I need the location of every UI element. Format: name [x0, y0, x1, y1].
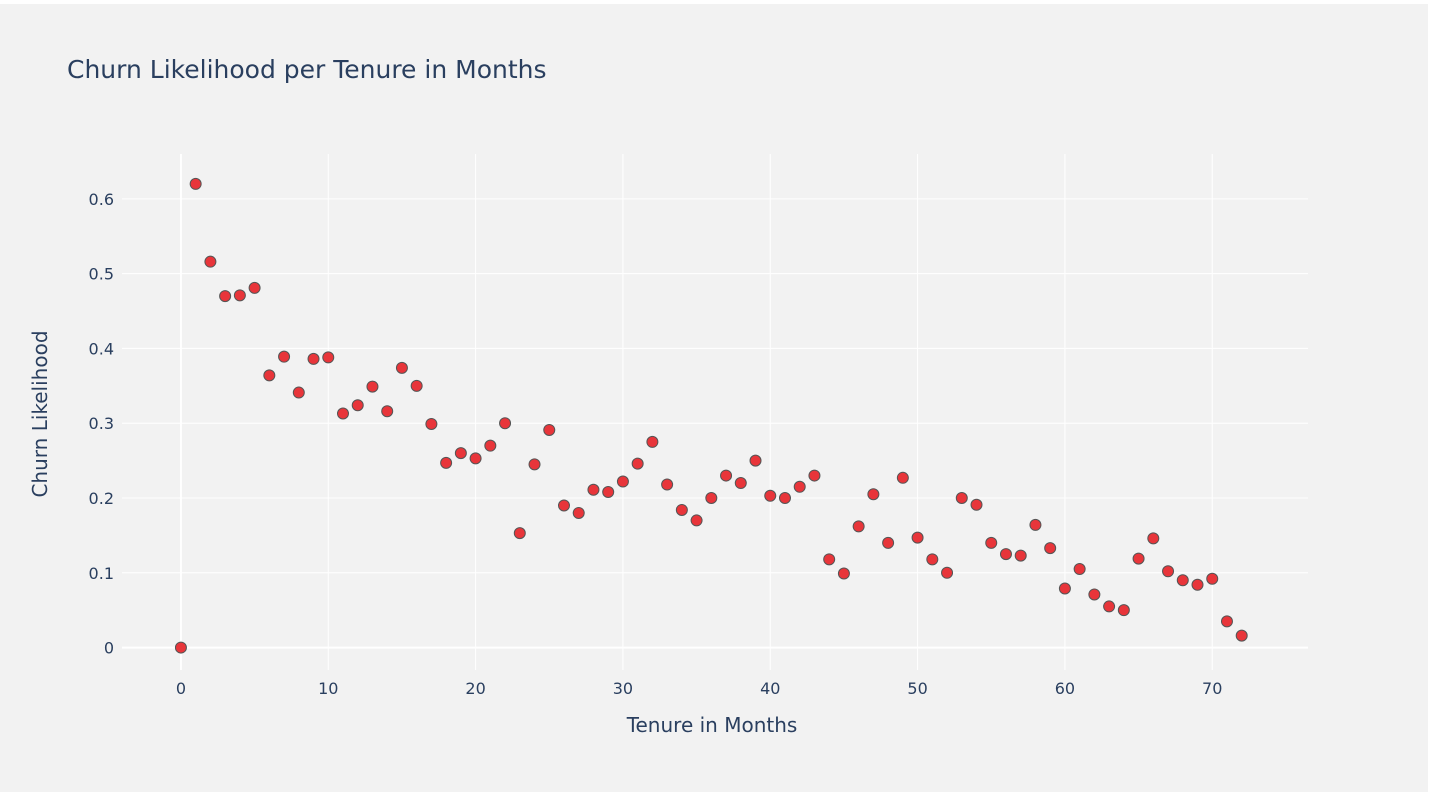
data-point[interactable] [381, 405, 394, 418]
data-point[interactable] [322, 351, 335, 364]
data-point[interactable] [233, 289, 246, 302]
x-tick-label: 50 [907, 679, 927, 698]
data-point[interactable] [896, 471, 909, 484]
y-tick-label: 0.1 [89, 564, 114, 583]
data-point[interactable] [1014, 549, 1027, 562]
data-point[interactable] [985, 536, 998, 549]
data-point[interactable] [292, 386, 305, 399]
data-point[interactable] [219, 290, 232, 303]
data-point[interactable] [631, 457, 644, 470]
data-point[interactable] [1132, 552, 1145, 565]
data-point[interactable] [852, 520, 865, 533]
data-point[interactable] [410, 379, 423, 392]
data-point[interactable] [734, 477, 747, 490]
data-point[interactable] [1162, 565, 1175, 578]
x-tick-label: 70 [1202, 679, 1222, 698]
data-point[interactable] [1073, 563, 1086, 576]
data-point[interactable] [602, 486, 615, 499]
y-tick-label: 0.6 [89, 190, 114, 209]
data-point[interactable] [336, 407, 349, 420]
x-tick-label: 40 [760, 679, 780, 698]
x-tick-label: 60 [1055, 679, 1075, 698]
data-point[interactable] [1220, 615, 1233, 628]
data-point[interactable] [1088, 588, 1101, 601]
data-point[interactable] [1176, 574, 1189, 587]
data-point[interactable] [513, 527, 526, 540]
data-point[interactable] [837, 567, 850, 580]
data-point[interactable] [204, 255, 217, 268]
data-point[interactable] [528, 458, 541, 471]
chart-title: Churn Likelihood per Tenure in Months [67, 55, 547, 84]
data-point[interactable] [808, 469, 821, 482]
data-point[interactable] [970, 498, 983, 511]
data-point[interactable] [557, 499, 570, 512]
data-point[interactable] [675, 503, 688, 516]
data-point[interactable] [749, 454, 762, 467]
y-tick-label: 0.2 [89, 489, 114, 508]
y-tick-label: 0.4 [89, 339, 114, 358]
data-point[interactable] [1147, 532, 1160, 545]
data-point[interactable] [174, 641, 187, 654]
y-axis-ticks: 0 0.1 0.2 0.3 0.4 0.5 0.6 [89, 190, 114, 658]
data-point[interactable] [646, 435, 659, 448]
x-axis-ticks: 0 10 20 30 40 50 60 70 [176, 679, 1223, 698]
data-point[interactable] [793, 480, 806, 493]
data-point[interactable] [882, 536, 895, 549]
data-point[interactable] [1044, 542, 1057, 555]
x-tick-label: 10 [318, 679, 338, 698]
data-point[interactable] [764, 489, 777, 502]
data-point[interactable] [1206, 572, 1219, 585]
data-point[interactable] [307, 352, 320, 365]
data-point[interactable] [1191, 578, 1204, 591]
data-point[interactable] [1058, 582, 1071, 595]
data-point[interactable] [941, 566, 954, 579]
scatter-chart: 0 0.1 0.2 0.3 0.4 0.5 0.6 0 10 20 30 40 50 60 70 Chur… [28, 55, 1308, 737]
data-point[interactable] [499, 417, 512, 430]
data-point[interactable] [278, 350, 291, 363]
grid-lines [122, 154, 1308, 670]
x-tick-label: 30 [613, 679, 633, 698]
data-point[interactable] [911, 531, 924, 544]
data-point[interactable] [263, 369, 276, 382]
data-point[interactable] [572, 506, 585, 519]
data-point[interactable] [543, 423, 556, 436]
data-point[interactable] [366, 380, 379, 393]
data-point[interactable] [778, 492, 791, 504]
data-point[interactable] [440, 456, 453, 469]
data-point[interactable] [999, 548, 1012, 561]
data-point[interactable] [661, 478, 674, 491]
data-point[interactable] [1103, 600, 1116, 613]
data-point[interactable] [587, 483, 600, 496]
data-point[interactable] [484, 439, 497, 452]
x-axis-title: Tenure in Months [626, 713, 798, 737]
data-point[interactable] [1029, 518, 1042, 531]
data-point[interactable] [189, 177, 202, 190]
data-point[interactable] [690, 514, 703, 527]
chart-panel: 0 0.1 0.2 0.3 0.4 0.5 0.6 0 10 20 30 40 50 60 70 Chur… [0, 4, 1428, 792]
y-tick-label: 0.3 [89, 414, 114, 433]
data-point[interactable] [1235, 629, 1248, 642]
data-point[interactable] [395, 361, 408, 374]
data-points [174, 177, 1248, 654]
data-point[interactable] [705, 492, 718, 504]
x-tick-label: 0 [176, 679, 186, 698]
data-point[interactable] [926, 553, 939, 566]
data-point[interactable] [823, 553, 836, 566]
y-tick-label: 0.5 [89, 265, 114, 284]
data-point[interactable] [955, 492, 968, 504]
data-point[interactable] [351, 399, 364, 412]
data-point[interactable] [425, 417, 438, 430]
x-tick-label: 20 [465, 679, 485, 698]
data-point[interactable] [1117, 604, 1130, 617]
data-point[interactable] [469, 452, 482, 465]
data-point[interactable] [454, 447, 467, 460]
y-tick-label: 0 [104, 639, 114, 658]
data-point[interactable] [616, 475, 629, 488]
y-axis-title: Churn Likelihood [28, 330, 52, 497]
data-point[interactable] [720, 469, 733, 482]
data-point[interactable] [248, 281, 261, 294]
data-point[interactable] [867, 488, 880, 501]
